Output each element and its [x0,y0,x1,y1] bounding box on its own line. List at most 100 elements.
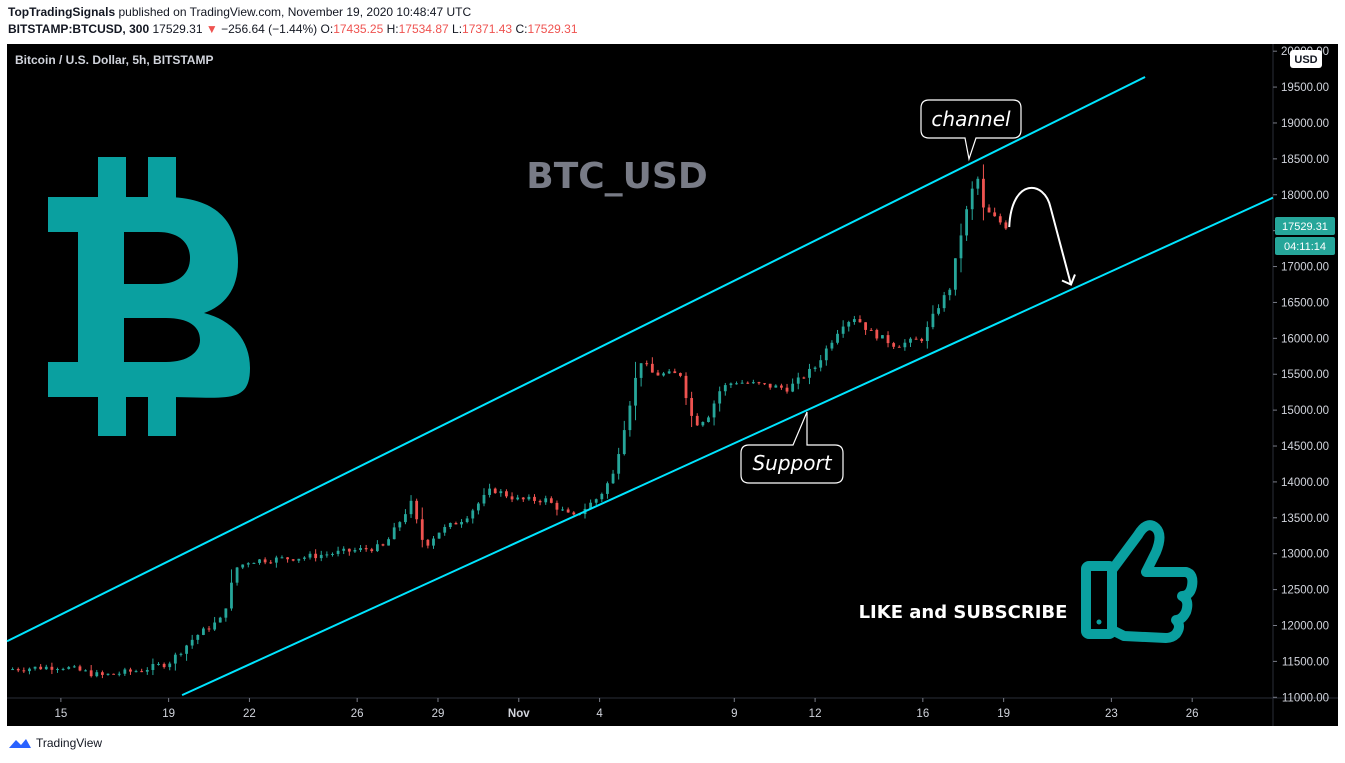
candle-body [869,329,873,331]
candle-body [600,493,604,500]
x-tick-label: 12 [809,708,822,720]
candle-body [920,339,924,342]
y-tick-label: 11000.00 [1282,692,1329,704]
candle-body [690,398,694,416]
candle-body [824,348,828,361]
candle-body [684,375,688,399]
candle-body [207,628,211,630]
candle-body [549,498,553,503]
candle-body [392,527,396,540]
y-tick-label: 19000.00 [1281,118,1329,130]
candle-body [897,346,901,348]
candle-body [746,382,750,384]
candle-body [16,669,20,671]
candle-body [224,608,228,618]
candle-body [830,342,834,349]
published-text: published on TradingView.com, November 1… [118,5,472,19]
candle-body [258,559,261,563]
x-tick-label: 9 [731,708,737,720]
x-tick-label: 22 [243,708,256,720]
tradingview-footer[interactable]: TradingView [8,736,102,750]
tradingview-logo-icon [9,739,31,748]
candle-body [561,509,564,511]
currency-button[interactable] [1290,50,1322,68]
candle-body [230,582,233,609]
candle-body [415,500,419,520]
candle-body [819,360,823,368]
support-callout[interactable]: Support [740,411,844,484]
candle-body [61,668,65,670]
candle-body [252,562,256,564]
candle-body [173,654,177,664]
candle-body [291,559,295,561]
low-label: L: [452,22,463,36]
candle-body [56,669,59,671]
candle-body [723,385,727,392]
candle-body [858,319,862,323]
tradingview-brand: TradingView [36,736,103,750]
candle-body [965,209,969,236]
price-axis[interactable] [1273,44,1338,726]
like-subscribe-text: LIKE and SUBSCRIBE [859,602,1068,623]
candle-body [864,322,867,330]
x-tick-label: Nov [508,708,530,720]
candle-body [712,403,716,418]
candle-body [650,363,654,373]
candle-body [404,514,407,523]
candle-body [460,522,463,525]
change-arrow-icon: ▼ [205,22,218,36]
symbol-label: BITSTAMP:BTCUSD, 300 [8,22,150,36]
candle-body [993,212,997,217]
publisher-name[interactable]: TopTradingSignals [8,5,116,19]
open-value: 17435.25 [333,22,384,36]
y-tick-label: 12500.00 [1281,585,1329,597]
candle-body [364,548,368,550]
candle-body [151,663,155,670]
candle-body [100,672,104,675]
channel-callout[interactable]: channel [920,99,1022,162]
y-tick-label: 15000.00 [1281,405,1329,417]
projection-arrow-icon [1008,186,1076,286]
candle-body [269,562,273,564]
candle-body [836,333,839,343]
candle-body [931,313,935,328]
candle-body [375,544,379,552]
candle-body [297,558,301,561]
thumbs-up-icon [1081,520,1198,643]
candle-body [796,377,800,384]
x-tick-label: 4 [596,708,603,720]
watermark: BTC_USD [526,156,707,197]
candle-body [510,496,514,500]
candle-body [673,371,677,374]
candle-body [353,550,357,552]
time-axis[interactable] [7,698,1273,726]
candle-body [157,663,160,665]
candle-body [241,564,245,568]
candle-body [286,557,289,560]
candle-body [606,483,609,494]
candle-body [190,639,194,646]
candle-body [112,673,116,675]
candle-body [622,430,626,455]
candle-body [791,383,795,392]
candle-body [488,488,492,495]
candle-body [44,666,48,670]
candle-body [594,499,598,503]
candle-body [213,622,217,630]
candle-body [476,503,480,511]
candle-body [437,532,441,539]
candle-body [342,548,346,551]
y-tick-label: 18500.00 [1281,154,1329,166]
candle-body [448,523,452,528]
candle-body [420,519,424,540]
candle-body [729,383,733,386]
candle-body [566,509,570,513]
projection-arrow-head [1061,274,1076,286]
candle-body [751,382,755,384]
y-tick-label: 14500.00 [1281,441,1329,453]
candle-body [336,550,340,554]
candle-body [617,454,621,474]
candle-body [611,473,615,484]
candle-body [218,617,222,623]
